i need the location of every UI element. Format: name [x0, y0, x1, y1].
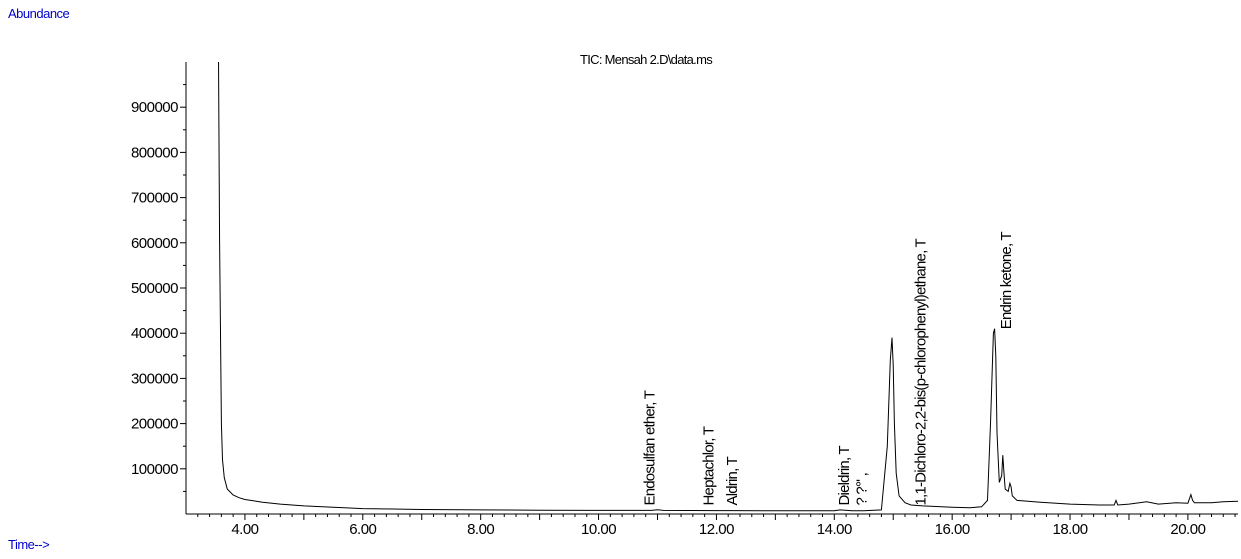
- x-tick-label: 6.00: [349, 521, 376, 538]
- x-axis-label: Time-->: [8, 537, 50, 552]
- x-tick-label: 18.00: [1053, 521, 1088, 538]
- x-tick-label: 8.00: [467, 521, 494, 538]
- y-tick-label: 300000: [131, 370, 178, 387]
- x-tick-label: 16.00: [935, 521, 970, 538]
- peak-label: 1,1-Dichloro-2,2-bis(p-chlorophenyl)etha…: [913, 238, 930, 505]
- y-tick-label: 200000: [131, 416, 178, 433]
- y-tick-label: 600000: [131, 235, 178, 252]
- axis-tick-labels: 4.00 6.00 8.00 10.00 12.00 14.00 16.00 18.00 20.…: [131, 99, 1206, 538]
- y-tick-label: 400000: [131, 325, 178, 342]
- y-tick-label: 100000: [131, 461, 178, 478]
- peak-labels: Endosulfan ether, T Heptachlor, T Aldrin, …: [642, 232, 1016, 506]
- x-tick-label: 4.00: [231, 521, 258, 538]
- x-tick-label: 10.00: [581, 521, 616, 538]
- peak-label: Endrin ketone, T: [998, 232, 1015, 330]
- y-tick-label: 500000: [131, 280, 178, 297]
- peak-label: Endosulfan ether, T: [642, 390, 659, 505]
- tic-trace: [218, 62, 1238, 512]
- x-tick-label: 20.00: [1170, 521, 1205, 538]
- peak-label: Heptachlor, T: [700, 426, 717, 505]
- axis-ticks: [180, 84, 1236, 520]
- x-tick-label: 14.00: [817, 521, 852, 538]
- y-tick-label: 900000: [131, 99, 178, 116]
- y-tick-label: 700000: [131, 190, 178, 207]
- peak-label: ? ?°' ,: [854, 473, 871, 505]
- peak-label: Dieldrin, T: [836, 446, 853, 506]
- y-axis-label: Abundance: [8, 6, 70, 21]
- y-tick-label: 800000: [131, 144, 178, 161]
- peak-label: Aldrin, T: [724, 456, 741, 505]
- chart-title: TIC: Mensah 2.D\data.ms: [580, 52, 713, 67]
- x-tick-label: 12.00: [699, 521, 734, 538]
